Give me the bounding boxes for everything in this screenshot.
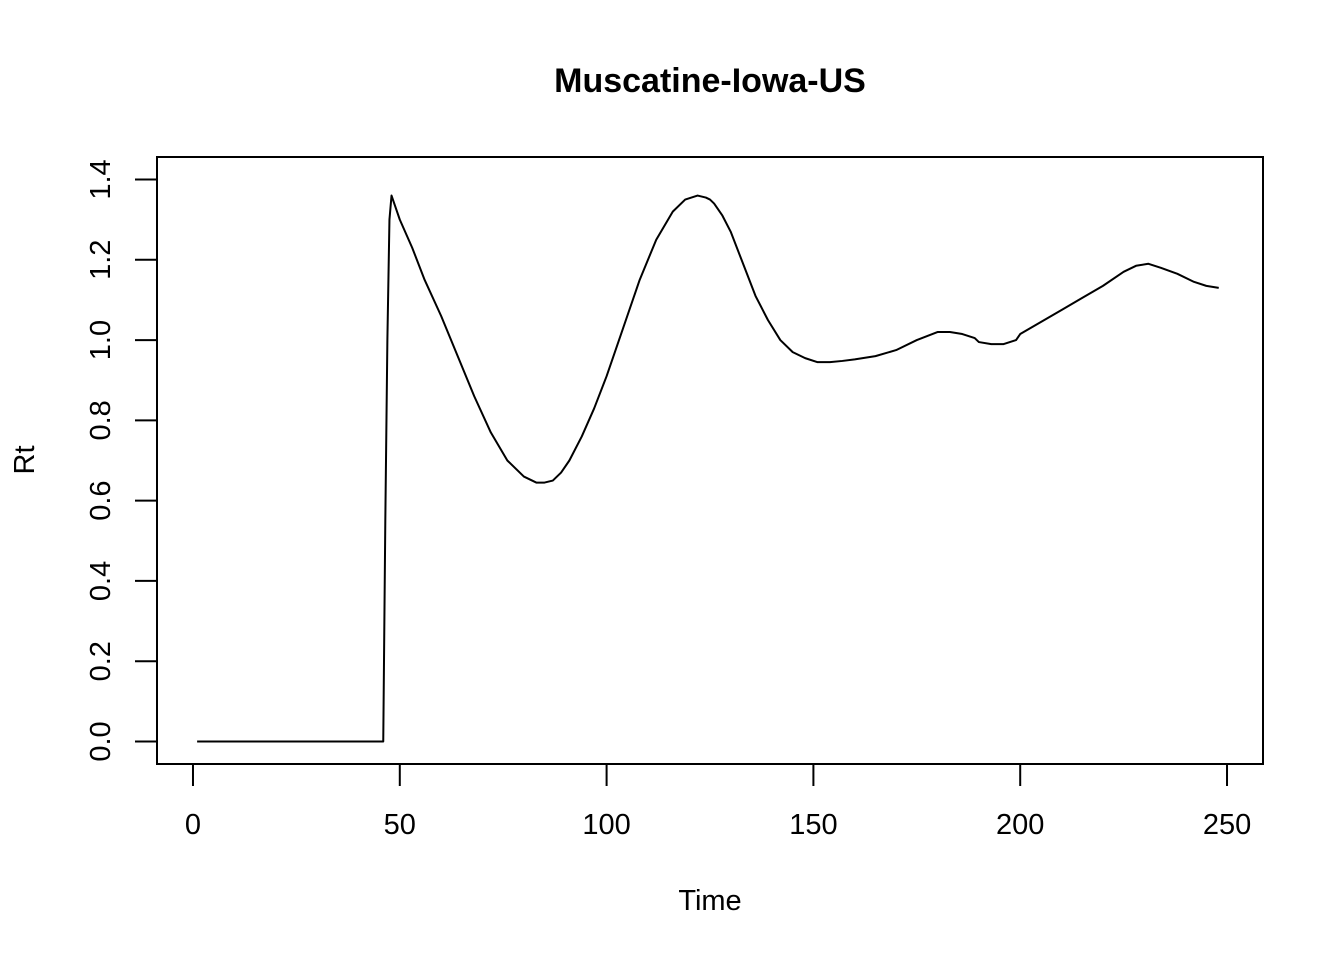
y-tick-label: 0.4 (85, 561, 117, 601)
x-axis-label: Time (678, 885, 741, 917)
x-tick-label: 250 (1203, 809, 1251, 841)
x-tick-label: 150 (789, 809, 837, 841)
series-line-rt (197, 194, 1219, 743)
y-axis: 0.0 0.2 0.4 0.6 0.8 1.0 1.2 1.4 (85, 159, 158, 762)
plot-frame (156, 156, 1264, 765)
y-axis-label: Rt (9, 446, 41, 475)
y-tick-label: 0.6 (85, 480, 117, 520)
y-tick-label: 0.0 (85, 721, 117, 761)
x-axis: 0 50 100 150 200 250 (185, 763, 1251, 841)
y-tick-label: 1.4 (85, 159, 117, 199)
y-tick-label: 0.2 (85, 641, 117, 681)
y-tick-label: 0.8 (85, 400, 117, 440)
y-tick-label: 1.2 (85, 240, 117, 280)
x-tick-label: 0 (185, 809, 201, 841)
x-tick-label: 100 (582, 809, 630, 841)
x-tick-label: 50 (384, 809, 416, 841)
chart-title: Muscatine-Iowa-US (554, 62, 866, 100)
y-tick-label: 1.0 (85, 320, 117, 360)
x-tick-label: 200 (996, 809, 1044, 841)
